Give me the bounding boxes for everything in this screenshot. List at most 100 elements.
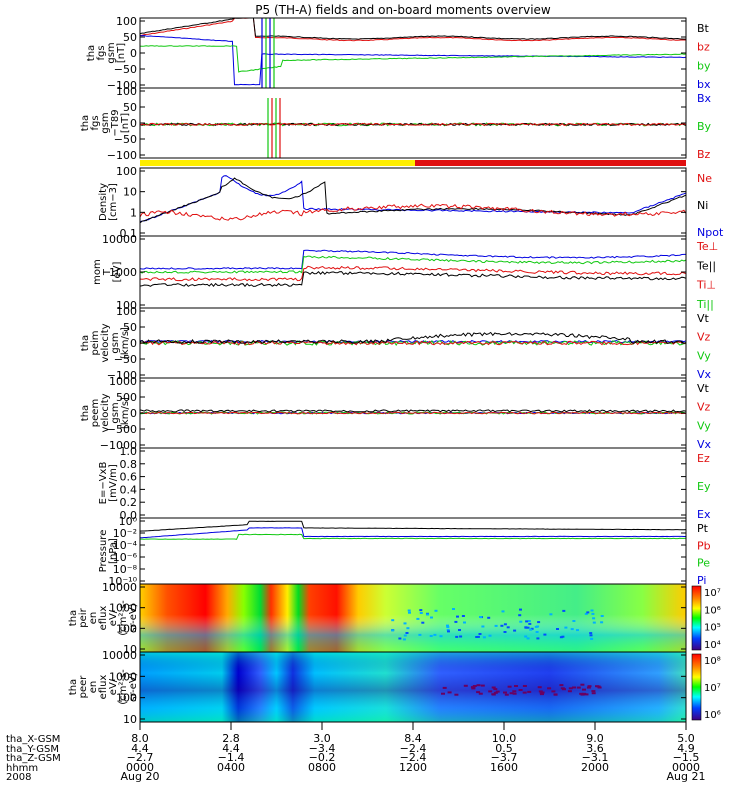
spectrogram-cell (591, 690, 596, 693)
xaxis-cell: 2000 (581, 761, 609, 774)
colorbar-label: 10⁵ (704, 623, 721, 634)
ytick-label: 100 (116, 165, 137, 178)
series-line (139, 249, 686, 270)
ytick-label: −500 (107, 423, 137, 436)
spectrogram-cell (403, 622, 407, 625)
spectrogram-cell (589, 634, 593, 637)
legend-label: Vy (697, 419, 711, 432)
ylabel-line: mom (92, 259, 103, 285)
spectrogram-cell (503, 631, 507, 633)
spectrogram-cell (570, 628, 574, 631)
plot-title: P5 (TH-A) fields and on-board moments ov… (255, 3, 551, 17)
spectrogram-cell (421, 621, 425, 624)
series-line (139, 255, 687, 274)
spectrogram-cell (402, 638, 406, 641)
spectrogram-cell (446, 624, 449, 627)
panel-10: 10⁸ 10⁷ 10⁶ 10000 1000 100 10 tha peer en eflux eV/… (68, 649, 721, 726)
spectrogram-cell (495, 690, 500, 693)
xaxis-cell: 0800 (308, 761, 336, 774)
legend-label: By (697, 120, 712, 133)
panel-2: 100 50 0 −50 −100 tha fgs gsm −T89 [nT] Bx By Bz (80, 85, 712, 162)
spectrogram-cell (403, 634, 407, 637)
colorbar (691, 653, 702, 721)
panel-6: 1000 500 0 −500 −1000 tha peem velocity gsm [km/s… (80, 375, 712, 452)
spectrogram-cell (391, 629, 395, 632)
spectrogram-cell (559, 684, 564, 687)
spectrogram-cell (518, 689, 523, 691)
ylabel-line: gsm (110, 402, 121, 423)
spectrogram-cell (500, 624, 504, 627)
ytick-label: 0.8 (120, 458, 138, 471)
ylabel-line: gsm (100, 112, 111, 133)
xaxis-cell: −1.5 (673, 751, 700, 764)
spectrogram-cell (488, 690, 493, 693)
spectrogram-cell (535, 631, 539, 633)
spectrogram-cell (540, 693, 544, 696)
spectrogram-cell (528, 622, 532, 625)
ytick-label: 0 (130, 337, 137, 350)
ytick-label: 0.4 (120, 483, 138, 496)
spectrogram-cell (503, 691, 507, 694)
ytick-label: −50 (114, 63, 137, 76)
legend-label: Pe (697, 557, 710, 570)
spectrogram-cell (527, 620, 531, 622)
ylabel-line: peer (78, 675, 89, 699)
spectrogram-cell (589, 632, 593, 635)
spectrogram-cell (479, 616, 482, 618)
ylabel-line: gsm (106, 42, 117, 63)
spectrogram-cell (446, 628, 450, 631)
spectrogram-cell (416, 617, 420, 620)
ylabel-line: [nT] (116, 43, 127, 63)
spectrogram-cell (419, 609, 423, 612)
spectrogram-cell (525, 620, 529, 623)
spectrogram-cell (582, 692, 587, 695)
spectrogram-cell (590, 637, 594, 640)
legend-label: Vt (697, 312, 710, 325)
ylabel-line: eflux (98, 675, 109, 700)
spectrogram-cell (491, 686, 496, 689)
legend-label: Npot (697, 226, 724, 239)
xaxis-cell: −3.4 (309, 742, 336, 755)
legend-label: Vx (697, 368, 712, 381)
xaxis-cell: 5.0 (677, 732, 695, 745)
ytick-label: 100 (116, 299, 137, 312)
xaxis-cell: 3.0 (313, 732, 331, 745)
spectrogram-cell (482, 636, 486, 639)
spectrogram-cell (551, 690, 556, 693)
spectrogram-cell (447, 630, 450, 633)
ytick-label: 50 (123, 31, 137, 44)
ylabel-line: sr-eV) (128, 603, 139, 632)
xaxis-cell: 0000 (126, 761, 154, 774)
spectrogram-cell (455, 635, 459, 638)
spectrogram-cell (537, 686, 542, 689)
ytick-label: 0.2 (120, 496, 138, 509)
ylabel-line: [nT] (120, 113, 131, 133)
ytick-label: 1.0 (120, 445, 138, 458)
spectrogram-cell (579, 692, 584, 695)
spectrogram-cell (476, 635, 480, 638)
ylabel-line: Density (98, 183, 109, 221)
series-line (139, 203, 687, 221)
ylabel-line: [km/s] (120, 397, 131, 429)
ylabel-line: [nPa] (108, 538, 119, 564)
spectrogram-cell (586, 611, 590, 614)
spectrogram-shade (140, 652, 686, 722)
spectrogram-cell (591, 692, 596, 695)
spectrogram-cell (572, 620, 576, 622)
xaxis-cell: 1200 (399, 761, 427, 774)
spectrogram-cell (454, 620, 458, 623)
spectrogram-cell (398, 637, 402, 640)
xaxis-cell: 0400 (217, 761, 245, 774)
panel-frame (139, 17, 687, 89)
ylabel-line: E=−VxB (98, 462, 109, 505)
xaxis-cell: Aug 21 (667, 770, 706, 783)
spectrogram-cell (560, 687, 565, 690)
ytick-label: 0 (130, 117, 137, 130)
ytick-label: 10⁻² (113, 527, 137, 540)
spectrogram-cell (442, 686, 447, 689)
spectrogram-cell (512, 690, 517, 693)
series-line (139, 177, 687, 224)
ytick-label: 10 (123, 186, 137, 199)
xaxis-row-label: tha_Y-GSM (6, 744, 59, 755)
